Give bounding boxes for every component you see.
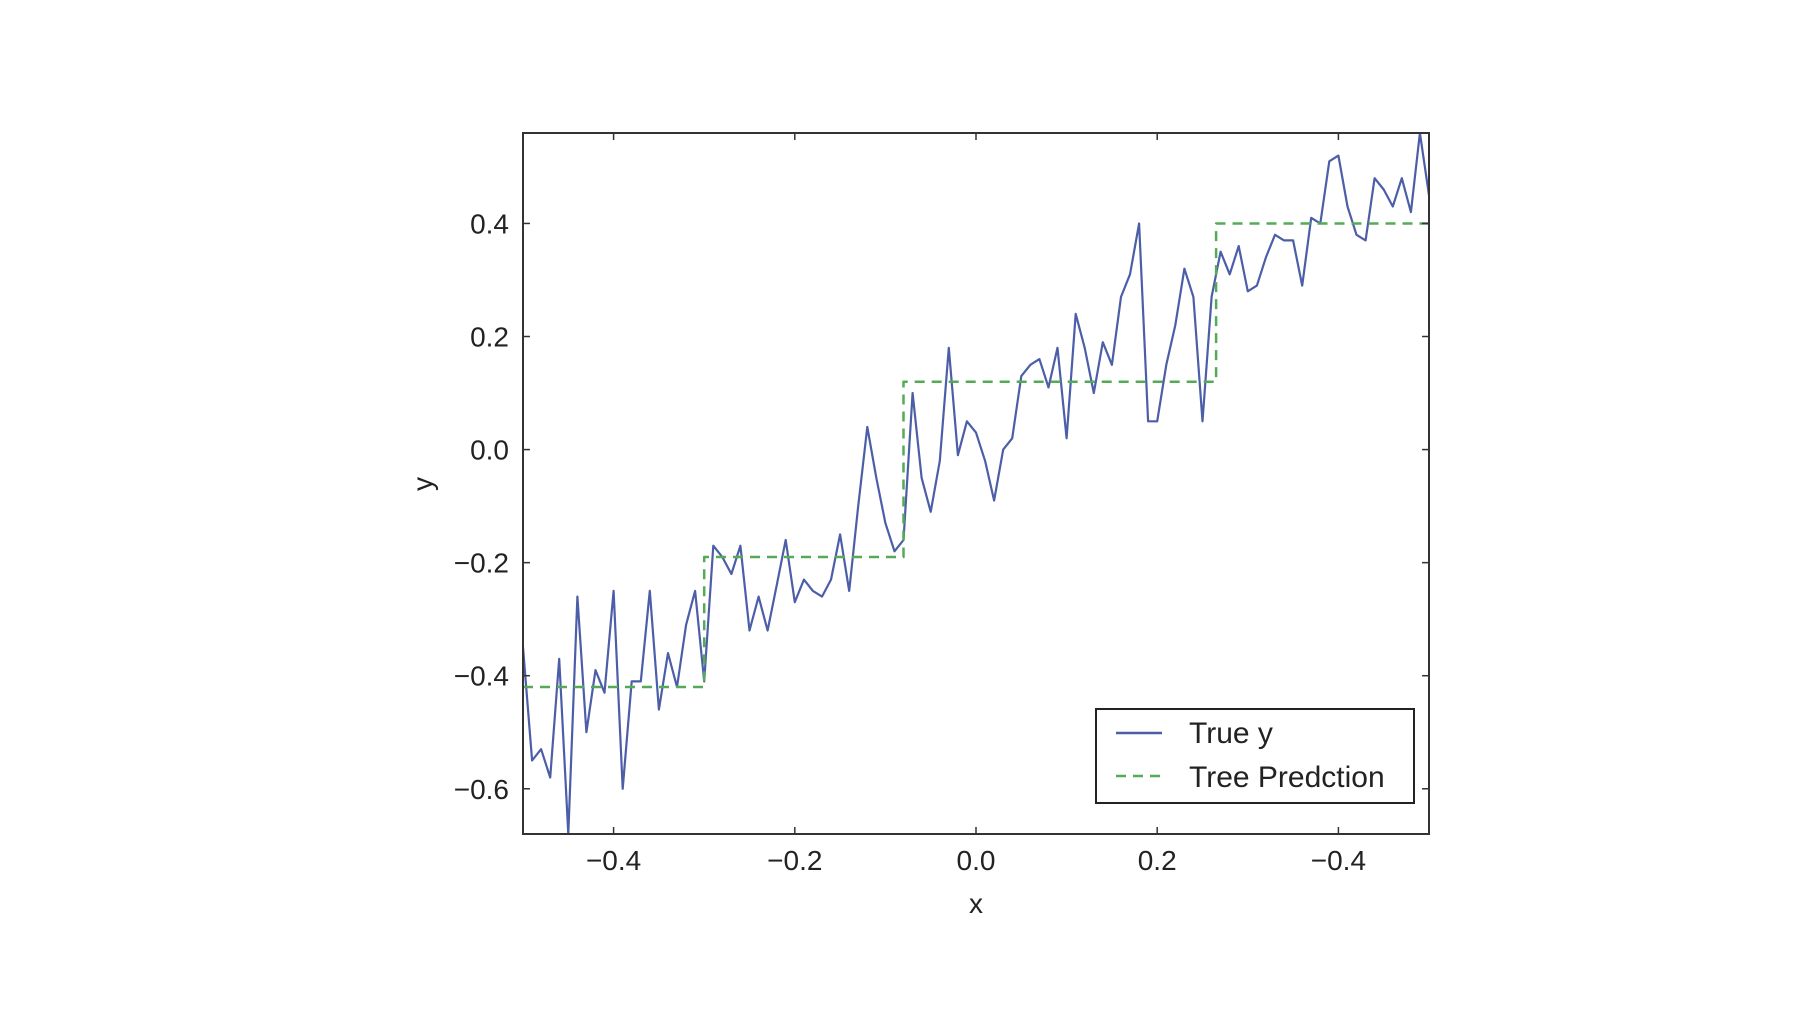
series-line-tree-predction — [523, 222, 1429, 689]
x-tick-label: −0.4 — [1311, 845, 1366, 876]
x-tick-label: −0.2 — [767, 845, 822, 876]
x-tick-label: 0.0 — [957, 845, 996, 876]
legend-label-tree-prediction: Tree Predction — [1189, 761, 1385, 794]
y-tick-label: 0.0 — [470, 435, 509, 466]
y-tick-label: −0.4 — [454, 661, 509, 692]
x-axis-label: x — [969, 888, 983, 919]
y-tick-label: 0.2 — [470, 322, 509, 353]
plot-frame — [522, 132, 1430, 835]
y-tick-label: −0.2 — [454, 548, 509, 579]
series-layer — [523, 133, 1429, 834]
y-tick-label: 0.4 — [470, 208, 509, 239]
x-tick-label: 0.2 — [1138, 845, 1177, 876]
tick-layer: −0.4 −0.2 0.0 0.2 −0.4 −0.6 −0.4 −0.2 0.0 0.2 0.4 — [454, 133, 1429, 876]
legend: True y Tree Predction — [1095, 708, 1415, 804]
legend-label-true-y: True y — [1189, 717, 1273, 750]
y-axis-label: y — [407, 477, 438, 491]
series-line-true-y — [523, 133, 1429, 834]
y-tick-label: −0.6 — [454, 774, 509, 805]
x-tick-label: −0.4 — [586, 845, 641, 876]
legend-frame — [1095, 708, 1415, 804]
